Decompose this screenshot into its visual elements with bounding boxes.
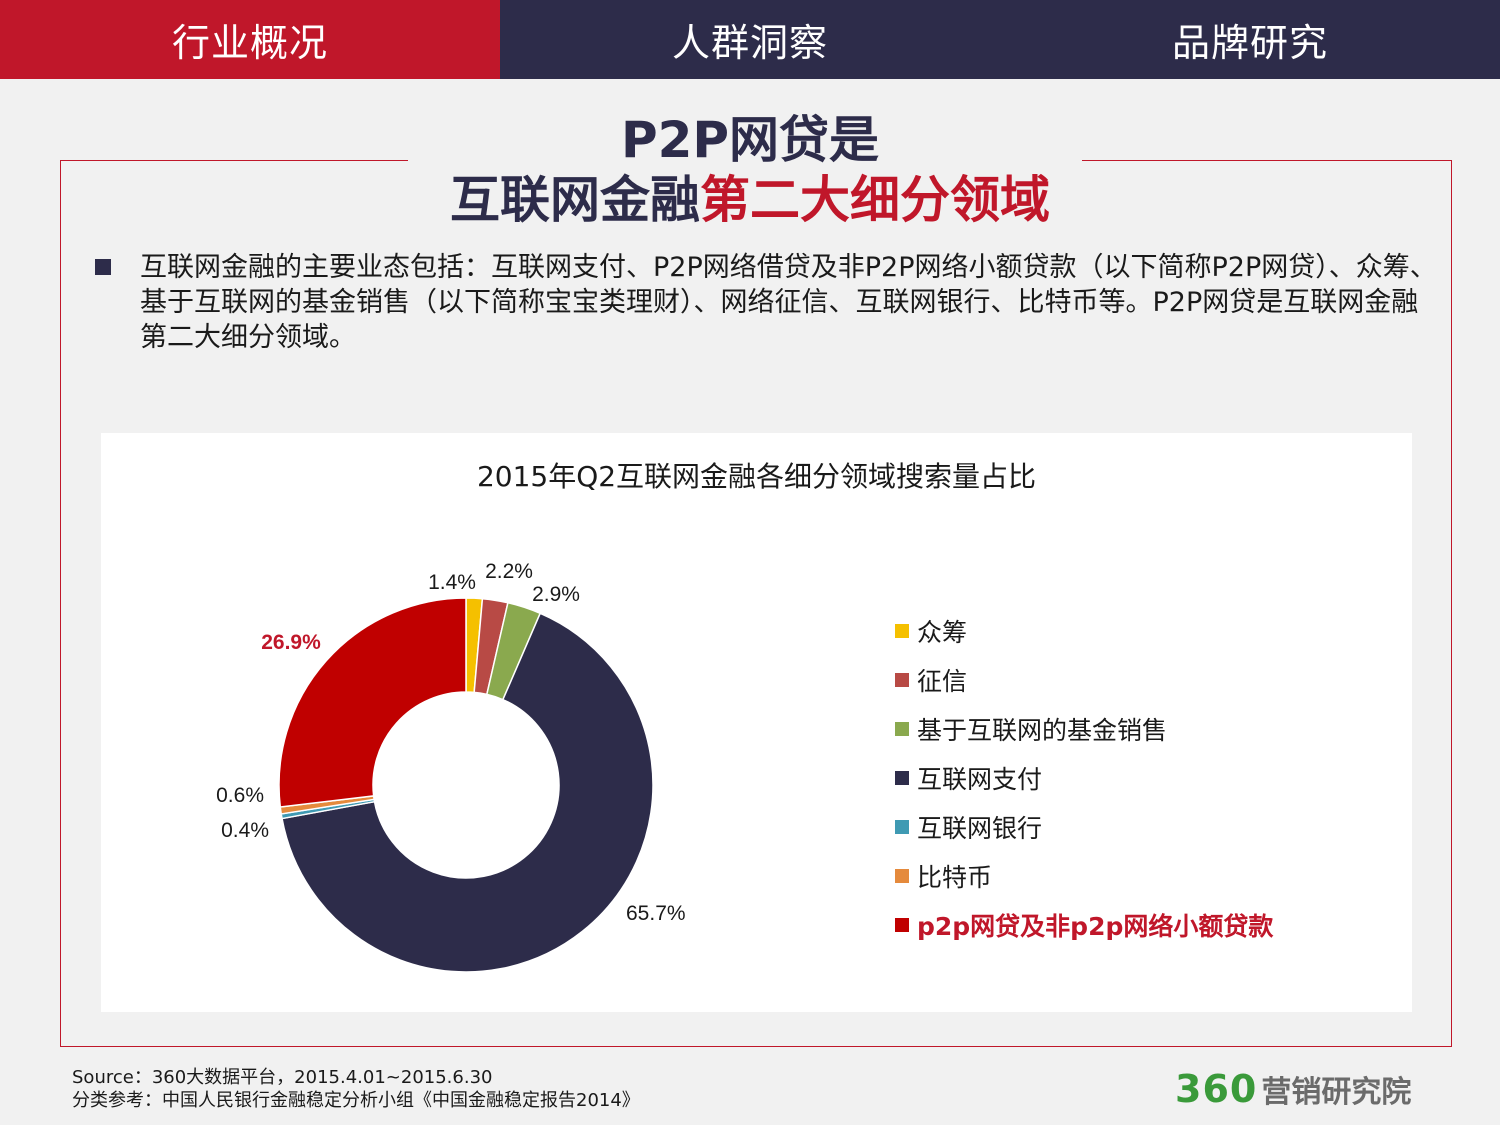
legend-item-crowdfunding: 众筹 bbox=[895, 606, 1273, 655]
legend-swatch bbox=[895, 672, 909, 687]
page-title-line2: 互联网金融第二大细分领域 bbox=[0, 168, 1500, 232]
data-label-fund-sales: 2.9% bbox=[532, 583, 580, 606]
brand-text: 营销研究院 bbox=[1261, 1075, 1412, 1110]
chart-legend: 众筹 征信 基于互联网的基金销售 互联网支付 互联网银行 比特币 p2p网贷及非… bbox=[895, 606, 1273, 949]
brand-logo: 360 营销研究院 bbox=[1175, 1067, 1411, 1111]
legend-swatch bbox=[895, 868, 909, 883]
data-label-internet-bank: 0.4% bbox=[221, 819, 269, 842]
page-title-highlight: 第二大细分领域 bbox=[700, 171, 1050, 229]
bullet-paragraph: 互联网金融的主要业态包括：互联网支付、P2P网络借贷及非P2P网络小额贷款（以下… bbox=[140, 252, 1437, 353]
frame-title-gap bbox=[408, 150, 1082, 170]
data-label-payment: 65.7% bbox=[626, 902, 686, 925]
legend-item-payment: 互联网支付 bbox=[895, 753, 1273, 802]
top-nav: 行业概况 人群洞察 品牌研究 bbox=[0, 0, 1500, 79]
page-title-plain: 互联网金融 bbox=[450, 171, 700, 229]
legend-item-fund-sales: 基于互联网的基金销售 bbox=[895, 704, 1273, 753]
legend-item-bitcoin: 比特币 bbox=[895, 851, 1273, 900]
donut-slice-payment bbox=[281, 612, 654, 973]
tab-brand-research[interactable]: 品牌研究 bbox=[1000, 0, 1500, 79]
legend-swatch bbox=[895, 917, 909, 932]
legend-label: p2p网贷及非p2p网络小额贷款 bbox=[917, 911, 1274, 941]
donut-slice-p2p bbox=[278, 597, 467, 808]
source-note: Source：360大数据平台，2015.4.01~2015.6.30 分类参考… bbox=[72, 1066, 640, 1112]
legend-label: 互联网支付 bbox=[917, 764, 1043, 794]
legend-label: 互联网银行 bbox=[917, 813, 1043, 843]
data-label-crowdfunding: 1.4% bbox=[428, 571, 476, 594]
page-title-line1: P2P网贷是 bbox=[620, 111, 880, 169]
chart-title: 2015年Q2互联网金融各细分领域搜索量占比 bbox=[476, 460, 1037, 493]
data-label-bitcoin: 0.6% bbox=[216, 784, 264, 807]
legend-swatch bbox=[895, 623, 909, 638]
legend-label: 征信 bbox=[917, 666, 968, 696]
legend-item-internet-bank: 互联网银行 bbox=[895, 802, 1273, 851]
brand-number: 360 bbox=[1175, 1067, 1258, 1111]
legend-swatch bbox=[895, 721, 909, 736]
legend-label: 比特币 bbox=[917, 862, 993, 892]
bullet-square-icon bbox=[95, 259, 111, 275]
source-line: Source：360大数据平台，2015.4.01~2015.6.30 bbox=[72, 1067, 493, 1088]
data-label-p2p: 26.9% bbox=[261, 631, 321, 654]
legend-swatch bbox=[895, 770, 909, 785]
reference-line: 分类参考：中国人民银行金融稳定分析小组《中国金融稳定报告2014》 bbox=[72, 1090, 640, 1111]
data-label-credit: 2.2% bbox=[485, 560, 533, 583]
legend-label: 众筹 bbox=[917, 617, 968, 647]
legend-swatch bbox=[895, 819, 909, 834]
tab-industry-overview[interactable]: 行业概况 bbox=[0, 0, 500, 79]
legend-item-p2p: p2p网贷及非p2p网络小额贷款 bbox=[895, 900, 1273, 949]
legend-label: 基于互联网的基金销售 bbox=[917, 715, 1168, 745]
legend-item-credit: 征信 bbox=[895, 655, 1273, 704]
tab-audience-insight[interactable]: 人群洞察 bbox=[500, 0, 1000, 79]
